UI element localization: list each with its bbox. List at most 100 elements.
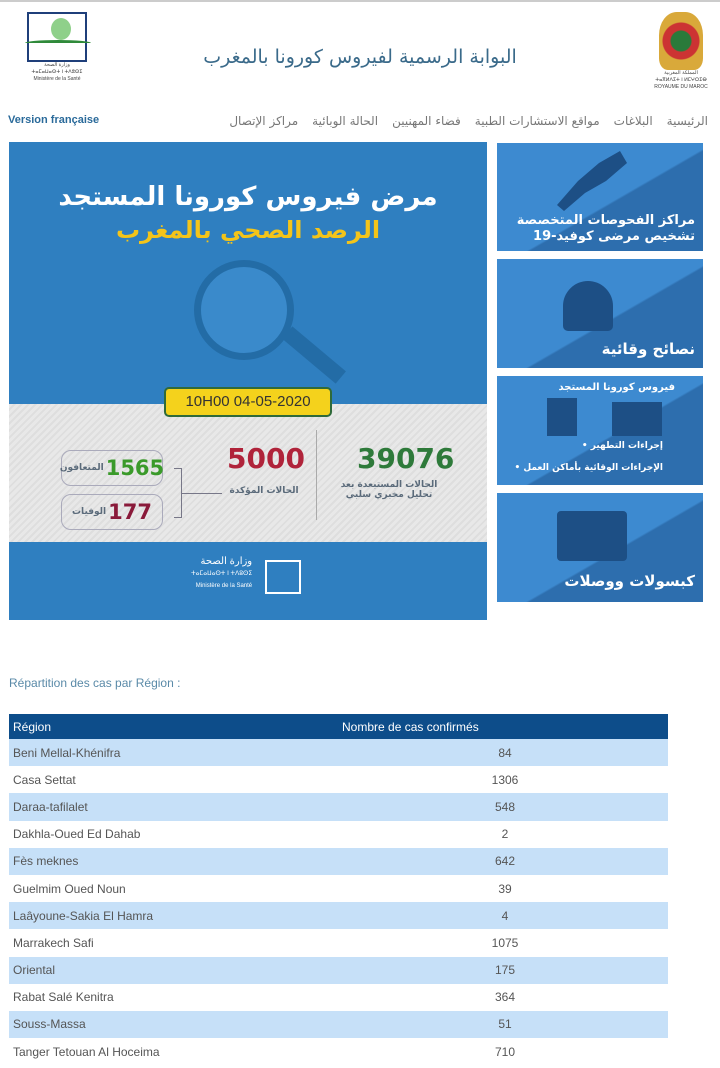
region-name: Laâyoune-Sakia El Hamra <box>9 902 338 930</box>
tile-bullet: • إجراءات التطهير <box>581 441 663 451</box>
table-row: Oriental 175 <box>9 956 668 984</box>
ministry-emblem-icon <box>265 560 301 594</box>
date-badge: 10H00 04-05-2020 <box>164 387 332 417</box>
recovered-count: 1565 <box>105 456 165 480</box>
banner-subtitle: الرصد الصحي بالمغرب <box>115 216 381 244</box>
magnifier-icon <box>194 260 294 360</box>
table-row: Casa Settat 1306 <box>9 766 668 793</box>
confirmed-count: 5000 <box>227 442 305 475</box>
confirmed-label: الحالات المؤكدة <box>229 486 299 496</box>
nav-announcements[interactable]: البلاغات <box>613 114 653 128</box>
region-name: Marrakech Safi <box>13 935 94 950</box>
table-row: Fès meknes 642 <box>9 847 668 875</box>
divider <box>316 430 317 520</box>
tile-prevention-tips[interactable]: نصائح وقائية <box>497 259 703 368</box>
case-count: 4 <box>338 902 668 930</box>
logo-text-fr: Ministère de la Santé <box>33 76 81 82</box>
region-name: Rabat Salé Kenitra <box>13 990 114 1005</box>
logo-text-tz: ⵜⴰⵎⴰⵡⴰⵙⵜ ⵏ ⵜⴷⵓⵙⵉ <box>31 69 83 75</box>
crest-icon <box>659 12 703 70</box>
table-row: Daraa-tafilalet 548 <box>9 793 668 821</box>
ministry-logo[interactable]: وزارة الصحة ⵜⴰⵎⴰⵡⴰⵙⵜ ⵏ ⵜⴷⵓⵙⵉ Ministère d… <box>25 12 91 98</box>
table-row: Guelmim Oued Noun 39 <box>9 875 668 902</box>
banner-title: مرض فيروس كورونا المستجد <box>58 182 438 212</box>
crest-text-ar: المملكة المغربية <box>664 70 698 76</box>
header-region: Région <box>9 714 338 739</box>
footer-logo-text: وزارة الصحة ⵜⴰⵎⴰⵡⴰⵙⵜ ⵏ ⵜⴷⵓⵙⵉ Ministère d… <box>191 556 252 592</box>
person-idea-icon <box>563 281 613 331</box>
case-count: 364 <box>494 990 516 1005</box>
case-count: 548 <box>338 793 668 821</box>
tile-bullet: • الإجراءات الوقائية بأماكن العمل <box>514 463 663 473</box>
tile-test-centers[interactable]: مراكز الفحوصات المتخصصة تشخيص مرضى كوفيد… <box>497 143 703 251</box>
recovered-pill: المتعافون 1565 <box>59 450 165 486</box>
case-count: 710 <box>494 1044 516 1059</box>
case-count: 175 <box>338 956 668 984</box>
magnifier-handle <box>282 326 346 384</box>
royal-crest: المملكة المغربية ⵜⴰⴳⵍⴷⵉⵜ ⵏ ⵍⵎⵖⵔⵉⴱ ROYAUM… <box>654 12 708 100</box>
tile-label: كبسولات ووصلات <box>564 572 695 590</box>
connector-line <box>182 493 222 494</box>
table-row: Souss-Massa 51 <box>9 1010 668 1039</box>
region-name: Daraa-tafilalet <box>9 793 338 821</box>
case-count: 1306 <box>491 772 519 787</box>
nav-medical-sites[interactable]: مواقع الاستشارات الطبية <box>474 114 600 128</box>
desk-icon <box>612 402 662 436</box>
region-name: Guelmim Oued Noun <box>13 881 126 896</box>
case-count: 642 <box>338 847 668 875</box>
region-name: Fès meknes <box>9 847 338 875</box>
region-name: Tanger Tetouan Al Hoceima <box>13 1044 160 1059</box>
main-nav: Version française الرئيسية البلاغات مواق… <box>0 112 720 136</box>
nav-professionals[interactable]: فضاء المهنيين <box>392 114 461 128</box>
version-francaise-link[interactable]: Version française <box>8 114 100 126</box>
recovered-label: المتعافون <box>59 463 104 473</box>
region-name: Beni Mellal-Khénifra <box>9 739 338 767</box>
case-count: 1075 <box>491 935 519 950</box>
region-cases-table: Région Nombre de cas confirmés Beni Mell… <box>9 714 668 1065</box>
tile-label: نصائح وقائية <box>601 340 695 358</box>
table-row: Rabat Salé Kenitra 364 <box>9 984 668 1011</box>
deaths-pill: الوفيات 177 <box>61 494 163 530</box>
nav-home[interactable]: الرئيسية <box>666 114 708 128</box>
banner-footer: وزارة الصحة ⵜⴰⵎⴰⵡⴰⵙⵜ ⵏ ⵜⴷⵓⵙⵉ Ministère d… <box>9 542 487 620</box>
excluded-label: الحالات المستبعدة بعد تحليل مخبري سلبي <box>340 480 438 500</box>
nav-contact-centers[interactable]: مراكز الإتصال <box>229 114 299 128</box>
deaths-count: 177 <box>108 500 152 524</box>
crest-text-tz: ⵜⴰⴳⵍⴷⵉⵜ ⵏ ⵍⵎⵖⵔⵉⴱ <box>655 77 707 83</box>
deaths-label: الوفيات <box>72 507 107 517</box>
region-name: Dakhla-Oued Ed Dahab <box>13 827 141 842</box>
table-header: Région Nombre de cas confirmés <box>9 714 668 739</box>
case-count: 2 <box>501 827 509 842</box>
table-row: Laâyoune-Sakia El Hamra 4 <box>9 902 668 930</box>
disinfection-icon <box>547 398 577 436</box>
surveillance-banner[interactable]: مرض فيروس كورونا المستجد الرصد الصحي بال… <box>9 142 487 620</box>
table-caption: Répartition des cas par Région : <box>9 676 181 690</box>
stats-panel: 39076 الحالات المستبعدة بعد تحليل مخبري … <box>9 404 487 542</box>
tile-videos[interactable]: كبسولات ووصلات <box>497 493 703 602</box>
table-row: Tanger Tetouan Al Hoceima 710 <box>9 1038 668 1065</box>
region-name: Souss-Massa <box>9 1010 338 1039</box>
table-row: Beni Mellal-Khénifra 84 <box>9 739 668 767</box>
nav-epidemic-status[interactable]: الحالة الوبائية <box>312 114 379 128</box>
tile-workplace-measures[interactable]: فيروس كورونا المستجد • إجراءات التطهير •… <box>497 376 703 485</box>
region-name: Oriental <box>9 956 338 984</box>
morocco-map-icon <box>557 151 627 211</box>
excluded-count: 39076 <box>357 442 455 475</box>
logo-text-ar: وزارة الصحة <box>44 62 70 68</box>
table-row: Dakhla-Oued Ed Dahab 2 <box>9 821 668 848</box>
tile-title: فيروس كورونا المستجد <box>558 382 675 393</box>
region-name: Casa Settat <box>13 772 76 787</box>
footer-logo-ar: وزارة الصحة <box>200 556 253 567</box>
bracket-connector <box>174 468 182 518</box>
table-row: Marrakech Safi 1075 <box>9 929 668 956</box>
footer-logo-tz: ⵜⴰⵎⴰⵡⴰⵙⵜ ⵏ ⵜⴷⵓⵙⵉ <box>191 571 253 577</box>
case-count: 51 <box>338 1010 668 1039</box>
case-count: 84 <box>338 739 668 767</box>
footer-logo-fr: Ministère de la Santé <box>195 583 253 589</box>
ministry-emblem-icon <box>25 12 91 62</box>
site-title: البوابة الرسمية لفيروس كورونا بالمغرب <box>203 46 517 68</box>
video-play-icon <box>557 511 627 561</box>
header-cases: Nombre de cas confirmés <box>338 714 668 739</box>
case-count: 39 <box>498 881 512 896</box>
tile-label: مراكز الفحوصات المتخصصة تشخيص مرضى كوفيد… <box>516 213 695 244</box>
